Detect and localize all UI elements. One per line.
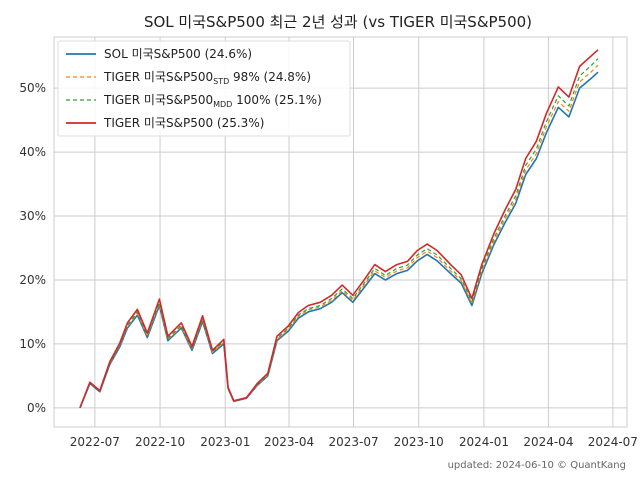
- y-tick-label: 40%: [19, 145, 46, 159]
- series-layer: [79, 49, 599, 409]
- x-tick-label: 2023-01: [200, 435, 250, 449]
- series-line-2: [79, 58, 599, 409]
- x-tick-label: 2024-04: [523, 435, 573, 449]
- series-line-3: [79, 49, 599, 409]
- y-tick-label: 50%: [19, 81, 46, 95]
- x-tick-label: 2023-04: [264, 435, 314, 449]
- y-axis-ticks: 0% 10% 20% 30% 40% 50%: [19, 81, 46, 415]
- x-tick-label: 2023-10: [394, 435, 444, 449]
- legend-label-3: TIGER 미국S&P500 (25.3%): [103, 116, 264, 130]
- chart-title: SOL 미국S&P500 최근 2년 성과 (vs TIGER 미국S&P500…: [144, 13, 532, 31]
- series-line-0: [79, 71, 599, 409]
- legend-box: [57, 40, 351, 137]
- legend: SOL 미국S&P500 (24.6%) TIGER 미국S&P500STD 98…: [57, 40, 351, 137]
- footer-text: updated: 2024-06-10 © QuantKang: [448, 460, 626, 471]
- x-tick-label: 2024-07: [588, 435, 638, 449]
- x-tick-label: 2024-01: [459, 435, 509, 449]
- plot-area-frame: [53, 36, 628, 428]
- x-axis-ticks: 2022-07 2022-10 2023-01 2023-04 2023-07 2023-…: [70, 435, 638, 449]
- x-tick-label: 2023-07: [328, 435, 378, 449]
- legend-label-2: TIGER 미국S&P500MDD 100% (25.1%): [103, 93, 322, 109]
- y-tick-label: 20%: [19, 273, 46, 287]
- y-tick-label: 0%: [27, 401, 46, 415]
- legend-label-1: TIGER 미국S&P500STD 98% (24.8%): [103, 70, 311, 86]
- legend-label-0: SOL 미국S&P500 (24.6%): [104, 47, 252, 61]
- y-tick-label: 10%: [19, 337, 46, 351]
- x-tick-label: 2022-10: [135, 435, 185, 449]
- x-tick-label: 2022-07: [70, 435, 120, 449]
- series-line-1: [79, 64, 599, 409]
- y-tick-label: 30%: [19, 209, 46, 223]
